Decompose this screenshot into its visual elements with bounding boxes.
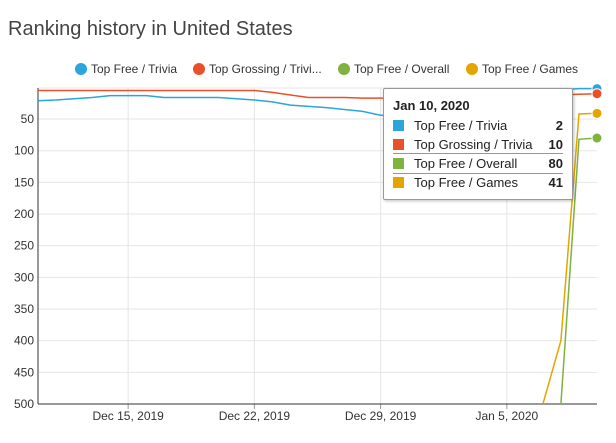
tooltip-value: 10 <box>548 137 563 152</box>
legend-item-top-free-games[interactable]: Top Free / Games <box>466 62 578 76</box>
series-point-top-free-games <box>591 107 603 119</box>
y-tick-label: 200 <box>14 207 34 221</box>
tooltip-value: 80 <box>548 156 563 171</box>
chart-title: Ranking history in United States <box>8 18 293 40</box>
tooltip-row-top-free-trivia: Top Free / Trivia 2 <box>393 116 563 135</box>
legend-item-top-free-trivia[interactable]: Top Free / Trivia <box>75 62 177 76</box>
tooltip-row-top-grossing-trivia: Top Grossing / Trivia 10 <box>393 135 563 154</box>
y-tick-label: 350 <box>14 302 34 316</box>
legend-dot-icon <box>338 63 350 75</box>
chart-legend: Top Free / Trivia Top Grossing / Trivi..… <box>0 62 616 80</box>
y-tick-label: 100 <box>14 144 34 158</box>
tooltip-swatch-icon <box>393 120 404 131</box>
legend-item-top-free-overall[interactable]: Top Free / Overall <box>338 62 449 76</box>
tooltip-swatch-icon <box>393 158 404 169</box>
legend-dot-icon <box>193 63 205 75</box>
series-point-top-free-overall <box>591 132 603 144</box>
tooltip-row-top-free-overall: Top Free / Overall 80 <box>393 153 563 174</box>
tooltip-label: Top Free / Games <box>414 175 519 190</box>
tooltip-swatch-icon <box>393 139 404 150</box>
x-tick-label: Dec 22, 2019 <box>219 409 291 423</box>
legend-label: Top Free / Overall <box>354 62 450 76</box>
tooltip-date: Jan 10, 2020 <box>393 98 470 113</box>
tooltip-value: 41 <box>548 175 563 190</box>
y-tick-label: 400 <box>14 334 34 348</box>
tooltip-row-top-free-games: Top Free / Games 41 <box>393 173 563 192</box>
y-tick-label: 450 <box>14 365 34 379</box>
x-tick-label: Dec 15, 2019 <box>92 409 164 423</box>
tooltip-value: 2 <box>555 118 563 133</box>
x-tick-label: Dec 29, 2019 <box>345 409 417 423</box>
series-line-top-free-overall <box>560 137 598 404</box>
y-tick-label: 500 <box>14 397 34 411</box>
tooltip-label: Top Free / Trivia <box>414 118 508 133</box>
legend-dot-icon <box>75 63 87 75</box>
y-tick-label: 150 <box>14 175 34 189</box>
x-tick-label: Jan 5, 2020 <box>475 409 538 423</box>
y-tick-label: 50 <box>21 112 35 126</box>
tooltip-label: Top Free / Overall <box>414 156 518 171</box>
legend-label: Top Grossing / Trivi... <box>209 62 322 76</box>
legend-label: Top Free / Games <box>482 62 579 76</box>
tooltip-swatch-icon <box>393 177 404 188</box>
tooltip-label: Top Grossing / Trivia <box>414 137 533 152</box>
hover-tooltip: Jan 10, 2020 Top Free / Trivia 2 Top Gro… <box>383 88 573 200</box>
legend-item-top-grossing-trivia[interactable]: Top Grossing / Trivi... <box>193 62 322 76</box>
y-tick-label: 300 <box>14 270 34 284</box>
legend-label: Top Free / Trivia <box>91 62 178 76</box>
legend-dot-icon <box>466 63 478 75</box>
y-tick-label: 250 <box>14 239 34 253</box>
series-line-top-free-games <box>542 112 598 404</box>
series-point-top-grossing-trivia <box>591 88 603 100</box>
